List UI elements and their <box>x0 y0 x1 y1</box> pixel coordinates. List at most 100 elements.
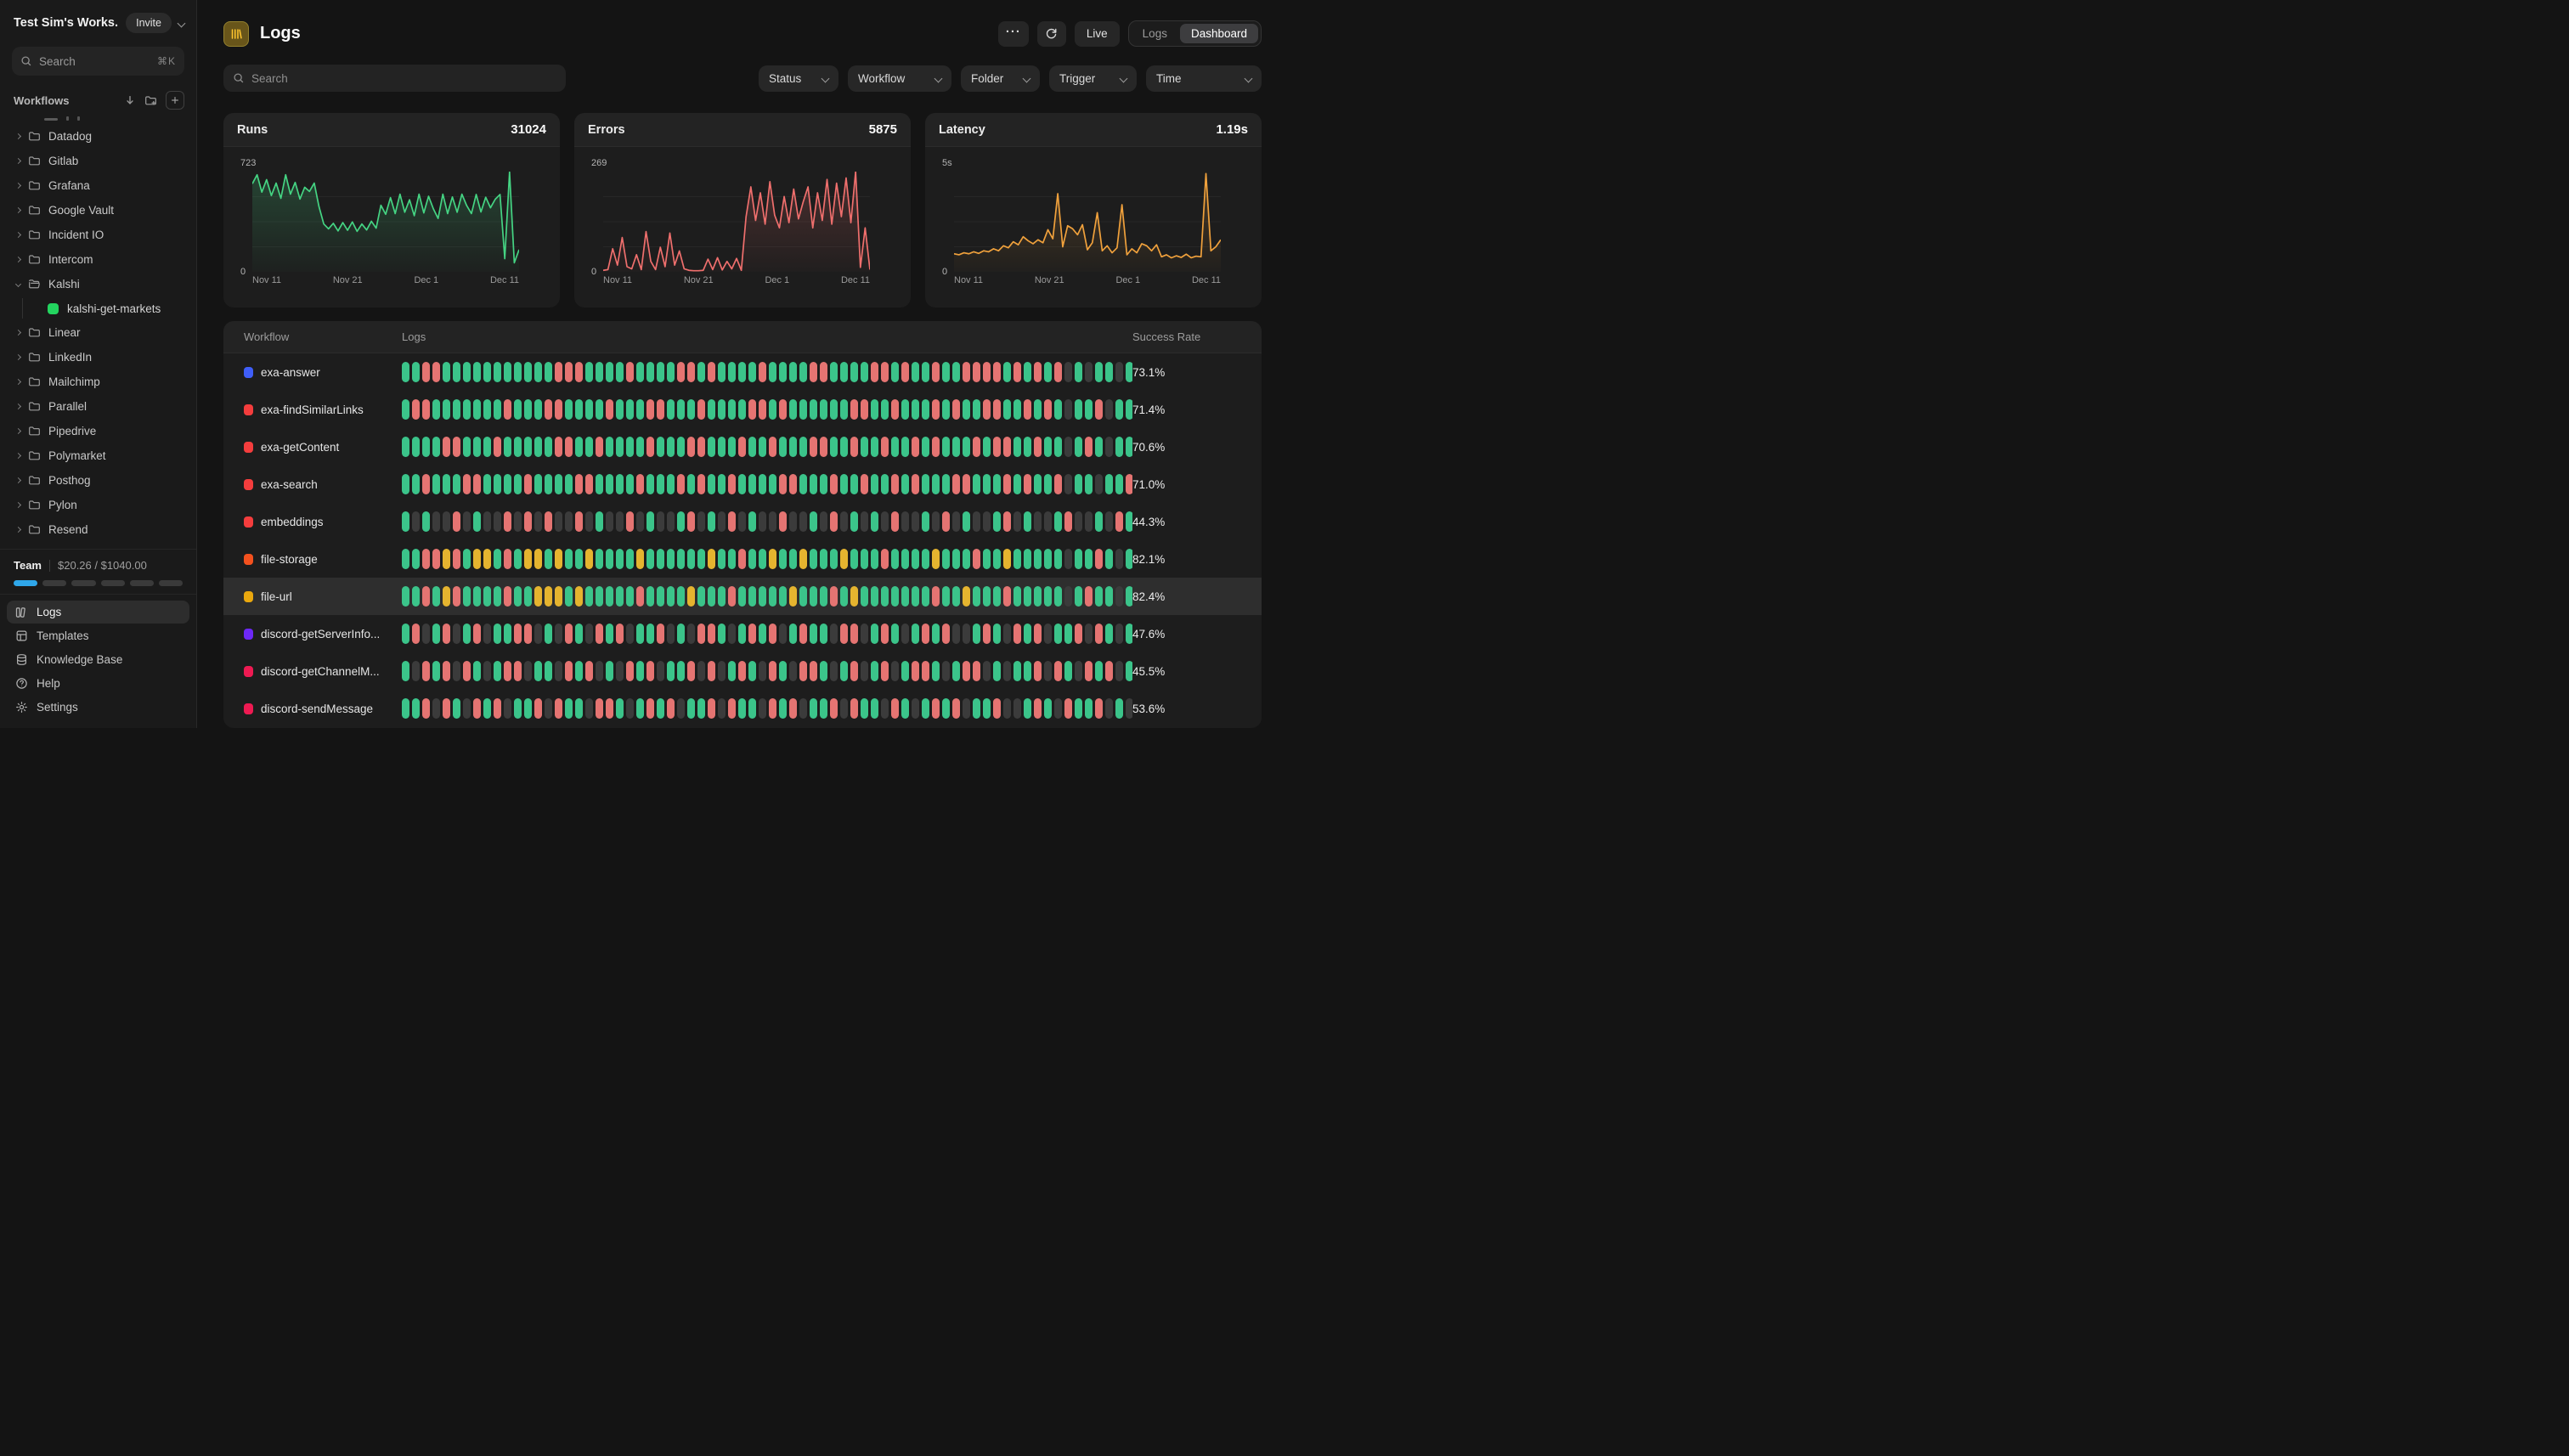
log-bar[interactable] <box>799 362 807 382</box>
log-bar[interactable] <box>443 661 450 681</box>
log-bar[interactable] <box>494 624 501 644</box>
log-bar[interactable] <box>861 549 868 569</box>
log-bar[interactable] <box>646 362 654 382</box>
log-bar[interactable] <box>443 474 450 494</box>
log-bar[interactable] <box>534 511 542 532</box>
log-bar[interactable] <box>901 549 909 569</box>
sort-descending-icon[interactable] <box>124 94 136 106</box>
log-bar[interactable] <box>524 698 532 719</box>
log-bar[interactable] <box>1054 549 1062 569</box>
log-bar[interactable] <box>596 399 603 420</box>
log-bar[interactable] <box>402 698 409 719</box>
log-bar[interactable] <box>840 586 848 607</box>
log-bar[interactable] <box>1013 661 1021 681</box>
log-bar[interactable] <box>799 549 807 569</box>
log-bar[interactable] <box>646 586 654 607</box>
log-bar[interactable] <box>759 511 766 532</box>
log-bar[interactable] <box>596 474 603 494</box>
log-bar[interactable] <box>718 549 726 569</box>
log-bar[interactable] <box>738 624 746 644</box>
log-bar[interactable] <box>473 624 481 644</box>
log-bar[interactable] <box>952 362 960 382</box>
log-bar[interactable] <box>534 362 542 382</box>
filter-trigger[interactable]: Trigger <box>1049 65 1137 92</box>
log-bar[interactable] <box>1024 661 1031 681</box>
log-bar[interactable] <box>932 661 940 681</box>
log-bar[interactable] <box>412 362 420 382</box>
log-bar[interactable] <box>636 437 644 457</box>
log-bar[interactable] <box>759 362 766 382</box>
log-bar[interactable] <box>596 511 603 532</box>
log-bar[interactable] <box>483 437 491 457</box>
log-bar[interactable] <box>677 624 685 644</box>
log-bar[interactable] <box>738 362 746 382</box>
log-bar[interactable] <box>789 474 797 494</box>
log-bar[interactable] <box>810 586 817 607</box>
log-bar[interactable] <box>534 661 542 681</box>
log-bar[interactable] <box>524 661 532 681</box>
log-bar[interactable] <box>881 549 889 569</box>
log-bar[interactable] <box>473 586 481 607</box>
log-bar[interactable] <box>1003 661 1011 681</box>
log-bar[interactable] <box>402 661 409 681</box>
sidebar-folder-s3[interactable]: S3 <box>0 542 196 549</box>
log-bar[interactable] <box>1013 362 1021 382</box>
log-bar[interactable] <box>850 624 858 644</box>
log-bar[interactable] <box>483 698 491 719</box>
log-bar[interactable] <box>504 437 511 457</box>
log-bar[interactable] <box>677 474 685 494</box>
log-bar[interactable] <box>1064 362 1072 382</box>
log-bar[interactable] <box>657 474 664 494</box>
log-bar[interactable] <box>1064 549 1072 569</box>
log-bar[interactable] <box>871 549 878 569</box>
log-bar[interactable] <box>1105 362 1113 382</box>
log-bar[interactable] <box>534 624 542 644</box>
log-bar[interactable] <box>861 661 868 681</box>
log-bar[interactable] <box>1115 362 1123 382</box>
refresh-button[interactable] <box>1037 21 1066 47</box>
log-bar[interactable] <box>697 586 705 607</box>
log-bar[interactable] <box>1003 362 1011 382</box>
log-bar[interactable] <box>687 698 695 719</box>
log-bar[interactable] <box>963 399 970 420</box>
log-bar[interactable] <box>1044 474 1052 494</box>
log-bar[interactable] <box>483 474 491 494</box>
log-bar[interactable] <box>912 474 919 494</box>
log-bar[interactable] <box>616 698 624 719</box>
log-bar[interactable] <box>942 511 950 532</box>
log-bar[interactable] <box>973 362 980 382</box>
log-bar[interactable] <box>1024 586 1031 607</box>
log-bar[interactable] <box>555 661 562 681</box>
log-bar[interactable] <box>810 362 817 382</box>
log-bar[interactable] <box>1075 511 1082 532</box>
log-bar[interactable] <box>779 661 787 681</box>
workflow-item-kalshi-get-markets[interactable]: kalshi-get-markets <box>0 296 196 320</box>
log-bar[interactable] <box>585 399 593 420</box>
log-bar[interactable] <box>748 586 756 607</box>
log-bar[interactable] <box>565 474 573 494</box>
log-bar[interactable] <box>555 624 562 644</box>
log-bar[interactable] <box>432 661 440 681</box>
log-bar[interactable] <box>1024 698 1031 719</box>
log-bar[interactable] <box>942 586 950 607</box>
log-bar[interactable] <box>646 437 654 457</box>
log-bar[interactable] <box>840 698 848 719</box>
log-bar[interactable] <box>473 511 481 532</box>
log-bar[interactable] <box>636 586 644 607</box>
log-bar[interactable] <box>626 474 634 494</box>
log-bar[interactable] <box>422 624 430 644</box>
log-bar[interactable] <box>524 437 532 457</box>
log-bar[interactable] <box>861 511 868 532</box>
log-bar[interactable] <box>912 586 919 607</box>
log-bar[interactable] <box>871 624 878 644</box>
log-bar[interactable] <box>993 661 1001 681</box>
log-bar[interactable] <box>1126 362 1132 382</box>
log-bar[interactable] <box>871 661 878 681</box>
log-bar[interactable] <box>1115 698 1123 719</box>
log-bar[interactable] <box>534 474 542 494</box>
log-bar[interactable] <box>728 511 736 532</box>
log-bar[interactable] <box>422 437 430 457</box>
log-bar[interactable] <box>952 399 960 420</box>
log-bar[interactable] <box>1075 698 1082 719</box>
log-bar[interactable] <box>901 661 909 681</box>
